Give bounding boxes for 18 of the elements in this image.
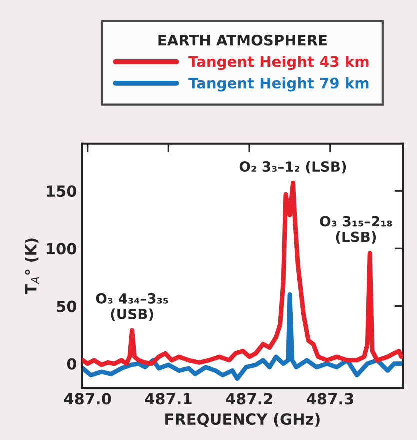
y-tick-label: 100 [47, 243, 77, 255]
annotation: O₃ 4₃₄–3₃₅ (USB) [96, 293, 168, 322]
legend-label: Tangent Height 79 km [188, 77, 369, 92]
x-axis-title: FREQUENCY (GHz) [166, 413, 320, 428]
annotation: O₃ 3₁₅–2₁₈ (LSB) [320, 216, 392, 244]
x-tick-label: 487.2 [226, 393, 272, 405]
legend-title: EARTH ATMOSPHERE [158, 34, 327, 46]
line-series [82, 180, 404, 368]
y-tick-label: 150 [47, 186, 77, 198]
x-tick-label: 487.0 [64, 393, 112, 405]
y-tick-label: 0 [67, 358, 77, 370]
line-series [82, 292, 404, 382]
annotation: O₂ 3₃–1₂ (LSB) [240, 161, 346, 174]
y-tick-label: 50 [57, 300, 77, 312]
x-tick-label: 487.1 [145, 393, 192, 405]
legend-label: Tangent Height 43 km [188, 56, 369, 70]
y-axis-title: T$_{A}$° (K) [25, 238, 40, 294]
x-tick-label: 487.3 [306, 393, 354, 405]
